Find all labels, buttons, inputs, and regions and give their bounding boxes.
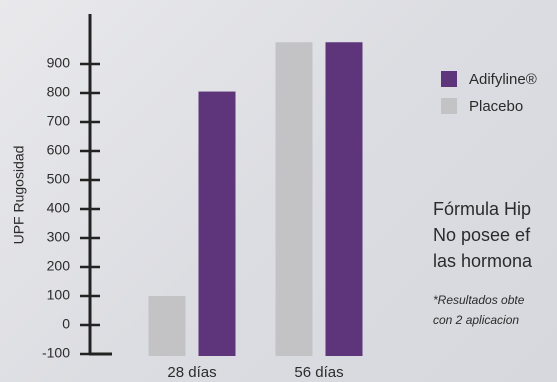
legend-swatch-adifyline — [441, 71, 457, 87]
y-tick-label: 100 — [47, 287, 71, 303]
y-tick-label: 900 — [47, 55, 71, 71]
y-tick-label: 200 — [47, 258, 71, 274]
y-tick-label: 500 — [47, 171, 71, 187]
legend: Adifyline® Placebo — [441, 66, 537, 120]
legend-label-adifyline: Adifyline® — [469, 70, 537, 88]
description-line-3: las hormona — [433, 251, 533, 271]
description-text: Fórmula Hip No posee ef las hormona — [433, 196, 532, 274]
y-tick-label: 800 — [47, 84, 71, 100]
y-tick-label: 600 — [47, 142, 71, 158]
legend-label-placebo: Placebo — [469, 97, 524, 115]
y-tick-label: -100 — [42, 345, 70, 361]
footnote: *Resultados obte con 2 aplicacion — [433, 290, 524, 330]
bar-adifyline-2 — [325, 42, 363, 356]
y-axis-ticks: -100 0 100 200 300 400 500 600 700 800 900 — [42, 55, 100, 361]
x-category-label: 56 días — [294, 364, 343, 381]
y-axis-title: UPF Rugosidad — [11, 146, 27, 245]
category-labels: 28 días 56 días — [167, 364, 343, 381]
footnote-line-1: *Resultados obte — [433, 293, 525, 307]
bar-adifyline-1 — [198, 91, 236, 357]
legend-swatch-placebo — [441, 98, 457, 114]
y-tick-label: 700 — [47, 113, 71, 129]
legend-item-adifyline: Adifyline® — [441, 66, 537, 92]
bar-placebo-2 — [275, 42, 313, 356]
y-tick-label: 400 — [47, 200, 71, 216]
description-line-1: Fórmula Hip — [433, 199, 532, 219]
description-line-2: No posee ef — [433, 225, 531, 245]
y-tick-label: 0 — [62, 316, 70, 332]
footnote-line-2: con 2 aplicacion — [433, 313, 520, 327]
x-category-label: 28 días — [167, 364, 216, 381]
bars-group — [148, 42, 363, 357]
legend-item-placebo: Placebo — [441, 93, 537, 119]
bar-placebo-1 — [148, 296, 186, 356]
y-tick-label: 300 — [47, 229, 71, 245]
